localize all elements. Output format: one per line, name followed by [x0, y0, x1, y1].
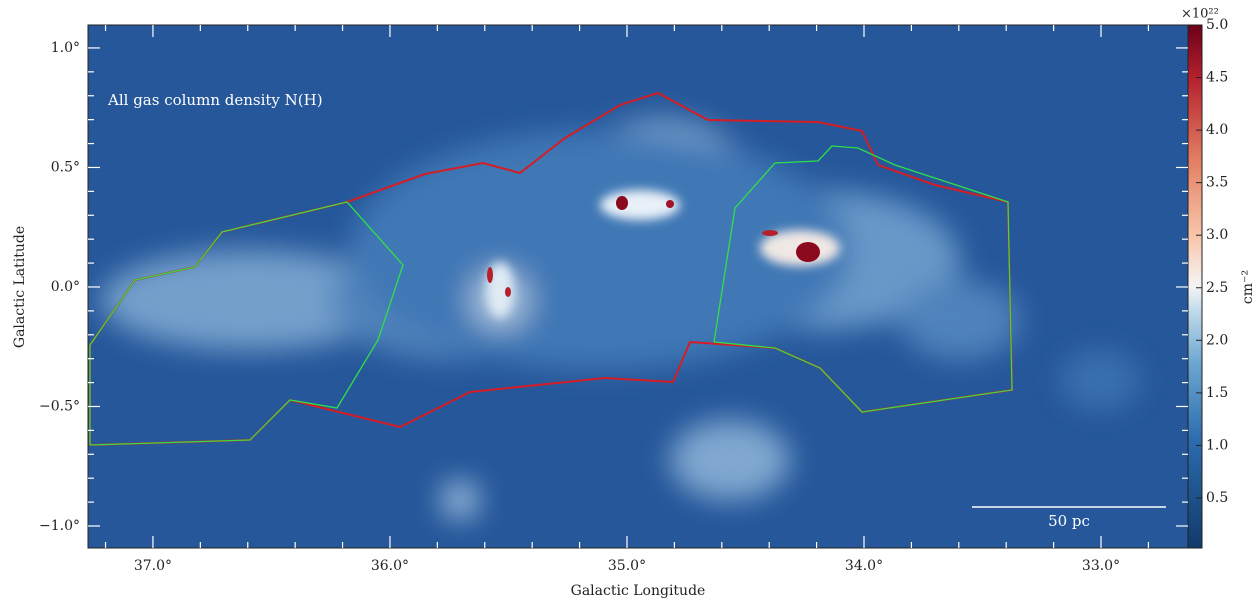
x-tick-label: 34.0° [845, 558, 883, 574]
x-axis-label: Galactic Longitude [571, 583, 706, 599]
colorbar-tick-label: 2.0 [1206, 332, 1228, 348]
scale-bar-label: 50 pc [1048, 512, 1090, 530]
colorbar-tick-label: 1.5 [1206, 385, 1228, 401]
y-tick-label: 0.0° [51, 279, 80, 295]
y-axis-label: Galactic Latitude [12, 226, 28, 348]
colorbar-tick-label: 0.5 [1206, 490, 1228, 506]
colorbar-tick-label: 3.5 [1206, 175, 1228, 191]
y-tick-label: −0.5° [39, 398, 80, 414]
annotation: All gas column density N(H) [107, 91, 323, 109]
colorbar [1187, 24, 1203, 549]
y-tick-label: −1.0° [39, 518, 80, 534]
colorbar-tick-label: 3.0 [1206, 227, 1228, 243]
colorbar-tick-label: 4.0 [1206, 122, 1228, 138]
colorbar-tick-label: 1.0 [1206, 437, 1228, 453]
y-tick-label: 1.0° [51, 40, 80, 56]
colorbar-label: cm⁻² [1240, 270, 1256, 304]
x-tick-label: 35.0° [608, 558, 646, 574]
colorbar-tick-label: 4.5 [1206, 70, 1228, 86]
colorbar-multiplier: ×10²² [1181, 7, 1219, 22]
x-tick-label: 37.0° [134, 558, 172, 574]
x-tick-label: 33.0° [1082, 558, 1120, 574]
colorbar-tick-label: 2.5 [1206, 280, 1228, 296]
column-density-map [88, 25, 1188, 548]
y-tick-label: 0.5° [51, 159, 80, 175]
colorbar-tick-label: 5.0 [1206, 17, 1228, 33]
x-tick-label: 36.0° [371, 558, 409, 574]
